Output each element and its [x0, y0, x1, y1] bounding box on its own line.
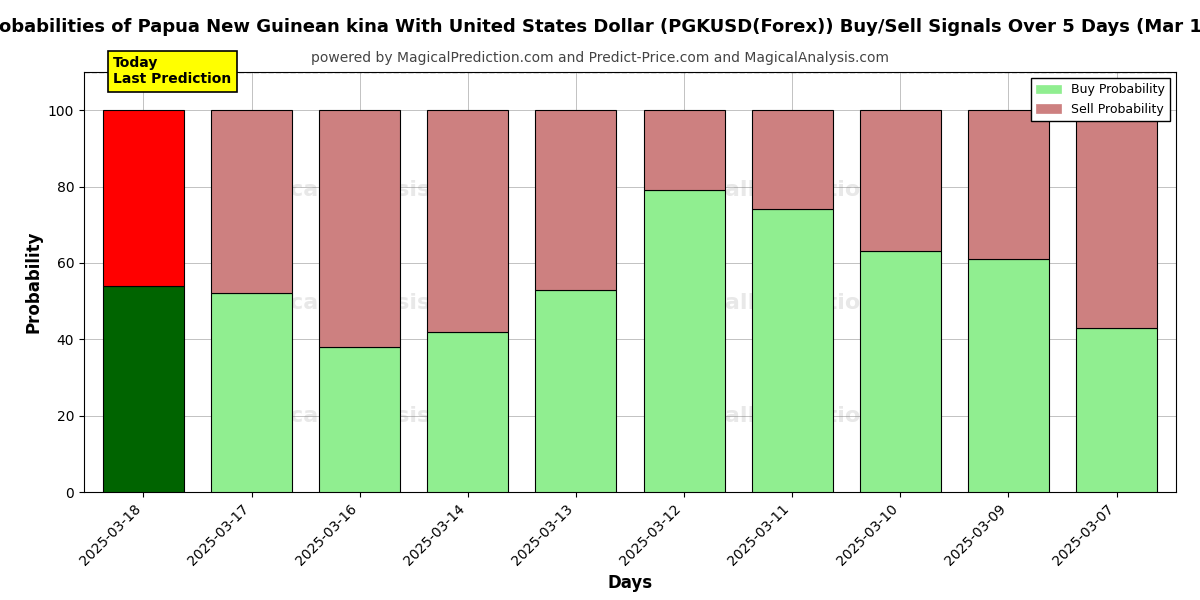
Bar: [427, 332, 509, 492]
Bar: [535, 110, 617, 290]
Bar: [1076, 328, 1157, 492]
Bar: [103, 286, 184, 492]
Text: calAnalysis.com: calAnalysis.com: [289, 293, 490, 313]
X-axis label: Days: Days: [607, 574, 653, 592]
Bar: [968, 110, 1049, 259]
Bar: [859, 251, 941, 492]
Bar: [319, 347, 401, 492]
Bar: [103, 110, 184, 286]
Text: MagicalPrediction.com: MagicalPrediction.com: [652, 179, 936, 200]
Bar: [427, 110, 509, 332]
Bar: [211, 293, 292, 492]
Bar: [319, 110, 401, 347]
Text: powered by MagicalPrediction.com and Predict-Price.com and MagicalAnalysis.com: powered by MagicalPrediction.com and Pre…: [311, 51, 889, 65]
Text: Today
Last Prediction: Today Last Prediction: [113, 56, 232, 86]
Text: MagicalPrediction.com: MagicalPrediction.com: [652, 293, 936, 313]
Bar: [1076, 110, 1157, 328]
Text: MagicalPrediction.com: MagicalPrediction.com: [652, 406, 936, 427]
Bar: [859, 110, 941, 251]
Text: calAnalysis.com: calAnalysis.com: [289, 179, 490, 200]
Bar: [643, 110, 725, 190]
Bar: [968, 259, 1049, 492]
Y-axis label: Probability: Probability: [24, 231, 42, 333]
Text: Probabilities of Papua New Guinean kina With United States Dollar (PGKUSD(Forex): Probabilities of Papua New Guinean kina …: [0, 18, 1200, 36]
Bar: [211, 110, 292, 293]
Bar: [643, 190, 725, 492]
Legend: Buy Probability, Sell Probability: Buy Probability, Sell Probability: [1031, 78, 1170, 121]
Text: calAnalysis.com: calAnalysis.com: [289, 406, 490, 427]
Bar: [535, 290, 617, 492]
Bar: [751, 110, 833, 209]
Bar: [751, 209, 833, 492]
